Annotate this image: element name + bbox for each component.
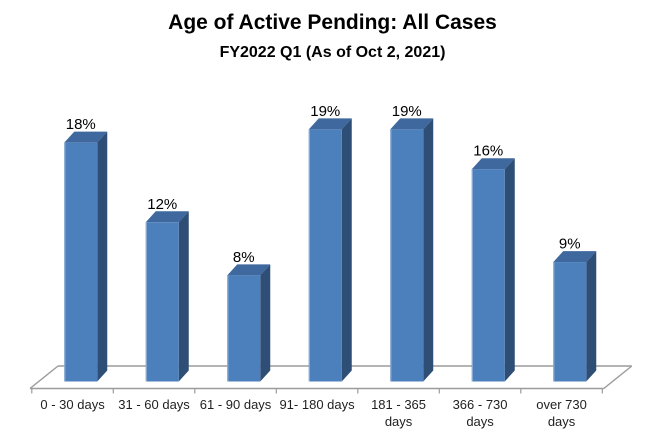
bar-front-face (553, 262, 587, 382)
bar-top-face (390, 118, 434, 130)
x-axis-category-label: 0 - 30 days (40, 397, 105, 412)
bar-front-face (308, 129, 342, 382)
floor-right-edge (603, 365, 633, 390)
bar-top-face (308, 118, 352, 130)
bar-top-face (553, 251, 597, 263)
bar-value-label: 8% (233, 249, 255, 266)
bar-value-label: 18% (66, 116, 96, 133)
x-axis-category-label: 61 - 90 days (200, 397, 272, 412)
bar-side-face (97, 131, 108, 382)
bar-side-face (341, 118, 352, 382)
bar-value-label: 12% (147, 196, 177, 213)
bar-group-6: 9% (553, 236, 597, 382)
bar-group-0: 18% (64, 116, 108, 382)
bar-side-face (586, 251, 597, 382)
bar-front-face (227, 275, 261, 382)
bar-side-face (178, 211, 189, 382)
bar-group-4: 19% (390, 103, 434, 382)
x-axis-category-label: 366 - 730 days (453, 397, 508, 429)
bar-top-face (145, 211, 189, 223)
floor-left-edge (29, 365, 59, 390)
bar-top-face (64, 131, 108, 143)
bar-group-5: 16% (471, 143, 515, 382)
bar-side-face (423, 118, 434, 382)
bar-value-label: 19% (392, 103, 422, 120)
x-axis-category-label: over 730 days (536, 397, 587, 429)
bar-front-face (145, 222, 179, 382)
bar-top-face (227, 264, 271, 276)
bar-front-face (390, 129, 424, 382)
chart-subtitle: FY2022 Q1 (As of Oct 2, 2021) (219, 44, 446, 61)
bar-group-1: 12% (145, 196, 189, 382)
bar-value-label: 16% (473, 143, 503, 160)
bar-side-face (504, 158, 515, 382)
x-axis-category-label: 91- 180 days (279, 397, 355, 412)
x-axis-category-label: 31 - 60 days (118, 397, 190, 412)
bar-front-face (471, 169, 505, 382)
bar-front-face (64, 142, 98, 382)
chart-title: Age of Active Pending: All Cases (168, 11, 497, 34)
bar-top-face (471, 158, 515, 170)
bar-side-face (260, 264, 271, 382)
bar-value-label: 19% (310, 103, 340, 120)
bar-group-3: 19% (308, 103, 352, 382)
bar-value-label: 9% (559, 236, 581, 253)
bar-group-2: 8% (227, 249, 271, 382)
x-axis-category-label: 181 - 365 days (371, 397, 426, 429)
